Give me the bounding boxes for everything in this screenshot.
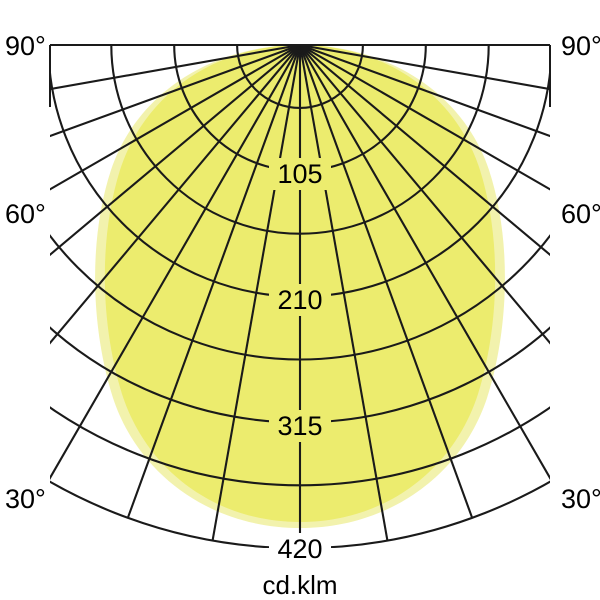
spoke-l20 — [126, 45, 301, 519]
spoke-l30 — [47, 45, 301, 482]
angle-label-right-30: 30° — [561, 484, 600, 514]
ring-label-105-group: 105 — [269, 158, 331, 190]
spoke-r60 — [299, 45, 600, 220]
ring-label-315-group: 315 — [269, 410, 331, 442]
spoke-r30 — [299, 45, 553, 482]
angle-label-left-90: 90° — [5, 31, 46, 61]
angle-label-right-60: 60° — [561, 199, 600, 229]
angle-label-left-60: 60° — [5, 199, 46, 229]
unit-label: cd.klm — [262, 570, 337, 600]
spoke-r70 — [299, 45, 600, 156]
ring-label-315: 315 — [277, 411, 322, 441]
spoke-r80 — [299, 45, 600, 99]
ring-labels: 105 210 315 420 — [269, 158, 331, 565]
ring-label-210-group: 210 — [269, 284, 331, 316]
spoke-l70 — [0, 45, 301, 156]
spoke-l10 — [211, 45, 302, 541]
spoke-r50 — [299, 45, 600, 299]
ring-label-210: 210 — [277, 285, 322, 315]
angle-label-left-30: 30° — [5, 484, 46, 514]
ring-label-420-group: 420 — [269, 533, 331, 565]
spoke-l60 — [0, 45, 301, 220]
polar-grid — [0, 45, 600, 550]
spoke-l80 — [0, 45, 301, 99]
spoke-r10 — [298, 45, 389, 541]
ring-label-105: 105 — [277, 159, 322, 189]
angle-label-right-90: 90° — [561, 31, 600, 61]
spoke-l50 — [0, 45, 301, 299]
ring-label-420: 420 — [277, 534, 322, 564]
spoke-r20 — [299, 45, 474, 519]
